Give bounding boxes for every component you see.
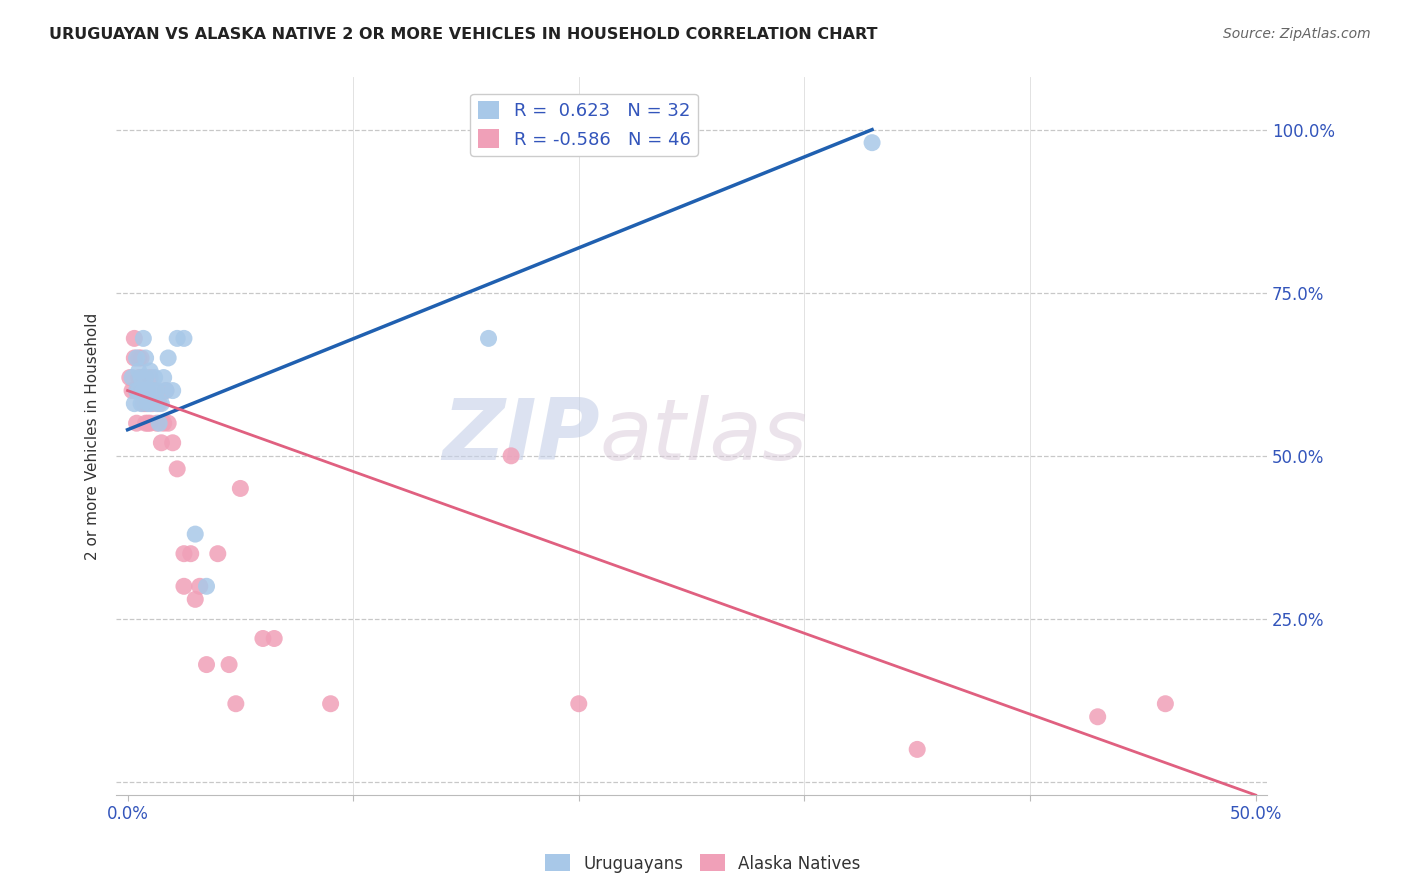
- Point: [135, 370, 157, 384]
- Point: [173, 331, 195, 345]
- Point: [150, 435, 173, 450]
- Point: [125, 384, 148, 398]
- Point: [173, 579, 195, 593]
- Point: [501, 449, 523, 463]
- Point: [135, 397, 157, 411]
- Point: [148, 416, 170, 430]
- Point: [125, 384, 148, 398]
- Point: [125, 351, 148, 365]
- Point: [155, 384, 177, 398]
- Point: [139, 370, 162, 384]
- Point: [319, 697, 342, 711]
- Point: [152, 370, 174, 384]
- Point: [121, 384, 143, 398]
- Point: [132, 331, 155, 345]
- Point: [184, 592, 207, 607]
- Point: [141, 397, 163, 411]
- Point: [128, 384, 150, 398]
- Point: [146, 397, 169, 411]
- Point: [132, 384, 155, 398]
- Point: [152, 416, 174, 430]
- Point: [143, 370, 166, 384]
- Point: [188, 579, 211, 593]
- Point: [1154, 697, 1177, 711]
- Text: Source: ZipAtlas.com: Source: ZipAtlas.com: [1223, 27, 1371, 41]
- Point: [129, 397, 152, 411]
- Point: [146, 384, 169, 398]
- Point: [1087, 710, 1109, 724]
- Point: [155, 384, 177, 398]
- Point: [118, 370, 141, 384]
- Point: [132, 370, 155, 384]
- Point: [124, 351, 146, 365]
- Point: [263, 632, 285, 646]
- Point: [207, 547, 229, 561]
- Point: [136, 397, 159, 411]
- Point: [135, 416, 157, 430]
- Y-axis label: 2 or more Vehicles in Household: 2 or more Vehicles in Household: [86, 312, 100, 560]
- Point: [166, 462, 188, 476]
- Point: [162, 435, 184, 450]
- Point: [195, 579, 218, 593]
- Point: [146, 416, 169, 430]
- Point: [139, 397, 162, 411]
- Point: [180, 547, 202, 561]
- Point: [184, 527, 207, 541]
- Point: [136, 416, 159, 430]
- Point: [162, 384, 184, 398]
- Point: [143, 384, 166, 398]
- Point: [129, 384, 152, 398]
- Point: [229, 482, 252, 496]
- Legend: R =  0.623   N = 32, R = -0.586   N = 46: R = 0.623 N = 32, R = -0.586 N = 46: [471, 94, 697, 156]
- Point: [195, 657, 218, 672]
- Point: [128, 351, 150, 365]
- Point: [218, 657, 240, 672]
- Point: [477, 331, 499, 345]
- Point: [225, 697, 247, 711]
- Point: [157, 351, 180, 365]
- Point: [136, 384, 159, 398]
- Point: [121, 370, 143, 384]
- Point: [135, 351, 157, 365]
- Point: [139, 364, 162, 378]
- Point: [128, 364, 150, 378]
- Point: [905, 742, 928, 756]
- Point: [252, 632, 274, 646]
- Text: atlas: atlas: [599, 395, 807, 478]
- Point: [124, 331, 146, 345]
- Point: [860, 136, 883, 150]
- Point: [148, 397, 170, 411]
- Point: [132, 397, 155, 411]
- Text: URUGUAYAN VS ALASKA NATIVE 2 OR MORE VEHICLES IN HOUSEHOLD CORRELATION CHART: URUGUAYAN VS ALASKA NATIVE 2 OR MORE VEH…: [49, 27, 877, 42]
- Point: [150, 397, 173, 411]
- Point: [568, 697, 591, 711]
- Point: [139, 416, 162, 430]
- Point: [129, 351, 152, 365]
- Point: [157, 416, 180, 430]
- Point: [166, 331, 188, 345]
- Point: [129, 370, 152, 384]
- Point: [125, 416, 148, 430]
- Point: [136, 384, 159, 398]
- Text: ZIP: ZIP: [441, 395, 599, 478]
- Legend: Uruguayans, Alaska Natives: Uruguayans, Alaska Natives: [538, 847, 868, 880]
- Point: [124, 397, 146, 411]
- Point: [141, 384, 163, 398]
- Point: [128, 370, 150, 384]
- Point: [173, 547, 195, 561]
